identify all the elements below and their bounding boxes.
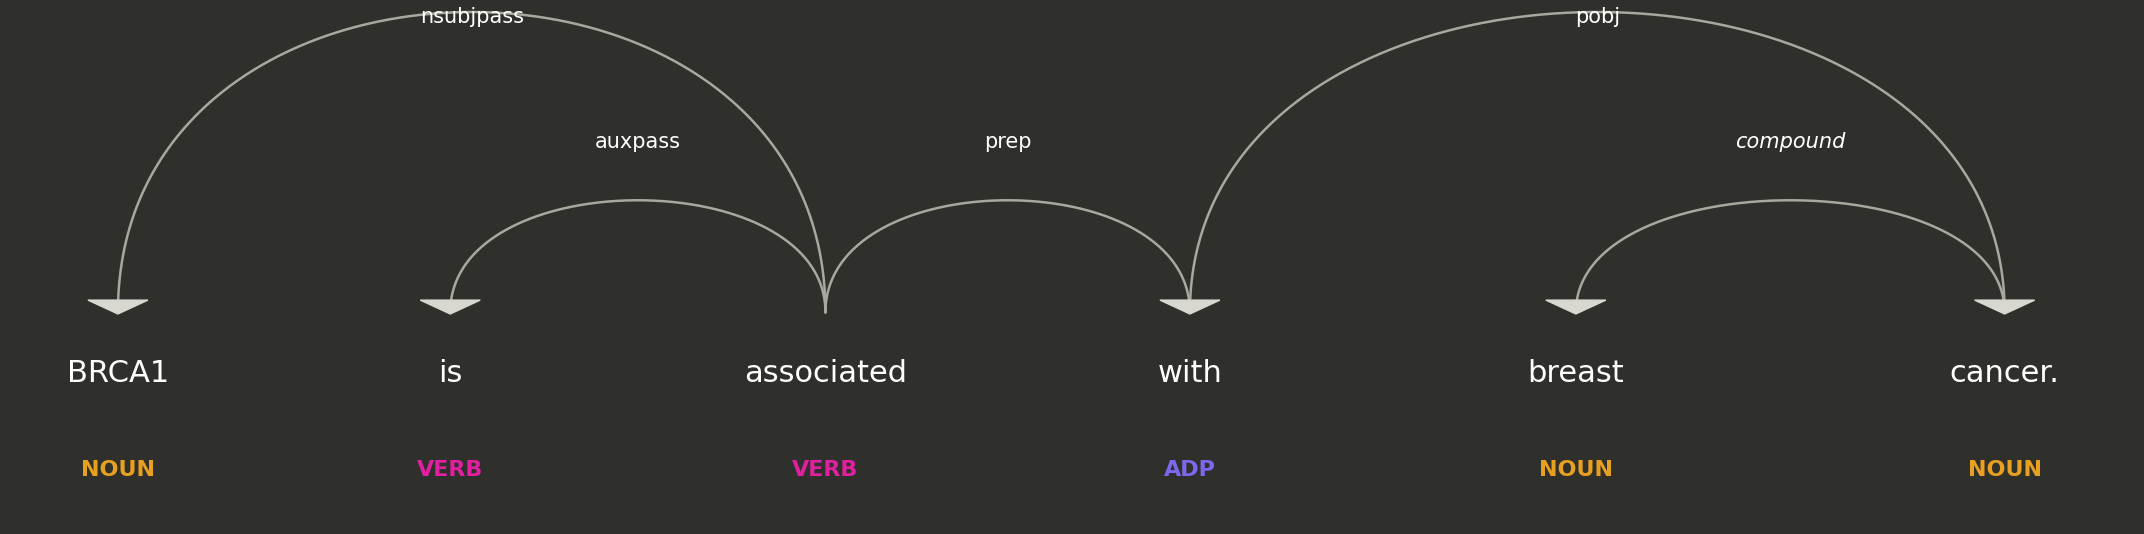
Text: is: is — [437, 359, 463, 388]
Polygon shape — [1975, 300, 2035, 314]
Text: VERB: VERB — [793, 460, 858, 480]
Text: prep: prep — [984, 132, 1031, 152]
Text: auxpass: auxpass — [594, 132, 682, 152]
Polygon shape — [88, 300, 148, 314]
Text: pobj: pobj — [1574, 7, 1621, 27]
Text: VERB: VERB — [418, 460, 482, 480]
Polygon shape — [420, 300, 480, 314]
Polygon shape — [1160, 300, 1220, 314]
Polygon shape — [1546, 300, 1606, 314]
Text: breast: breast — [1527, 359, 1625, 388]
Text: cancer.: cancer. — [1949, 359, 2060, 388]
Text: compound: compound — [1734, 132, 1846, 152]
Text: ADP: ADP — [1164, 460, 1216, 480]
Text: NOUN: NOUN — [1539, 460, 1612, 480]
Text: NOUN: NOUN — [1968, 460, 2041, 480]
Text: associated: associated — [744, 359, 907, 388]
Text: with: with — [1158, 359, 1222, 388]
Text: nsubjpass: nsubjpass — [420, 7, 523, 27]
Text: NOUN: NOUN — [81, 460, 154, 480]
Text: BRCA1: BRCA1 — [66, 359, 169, 388]
